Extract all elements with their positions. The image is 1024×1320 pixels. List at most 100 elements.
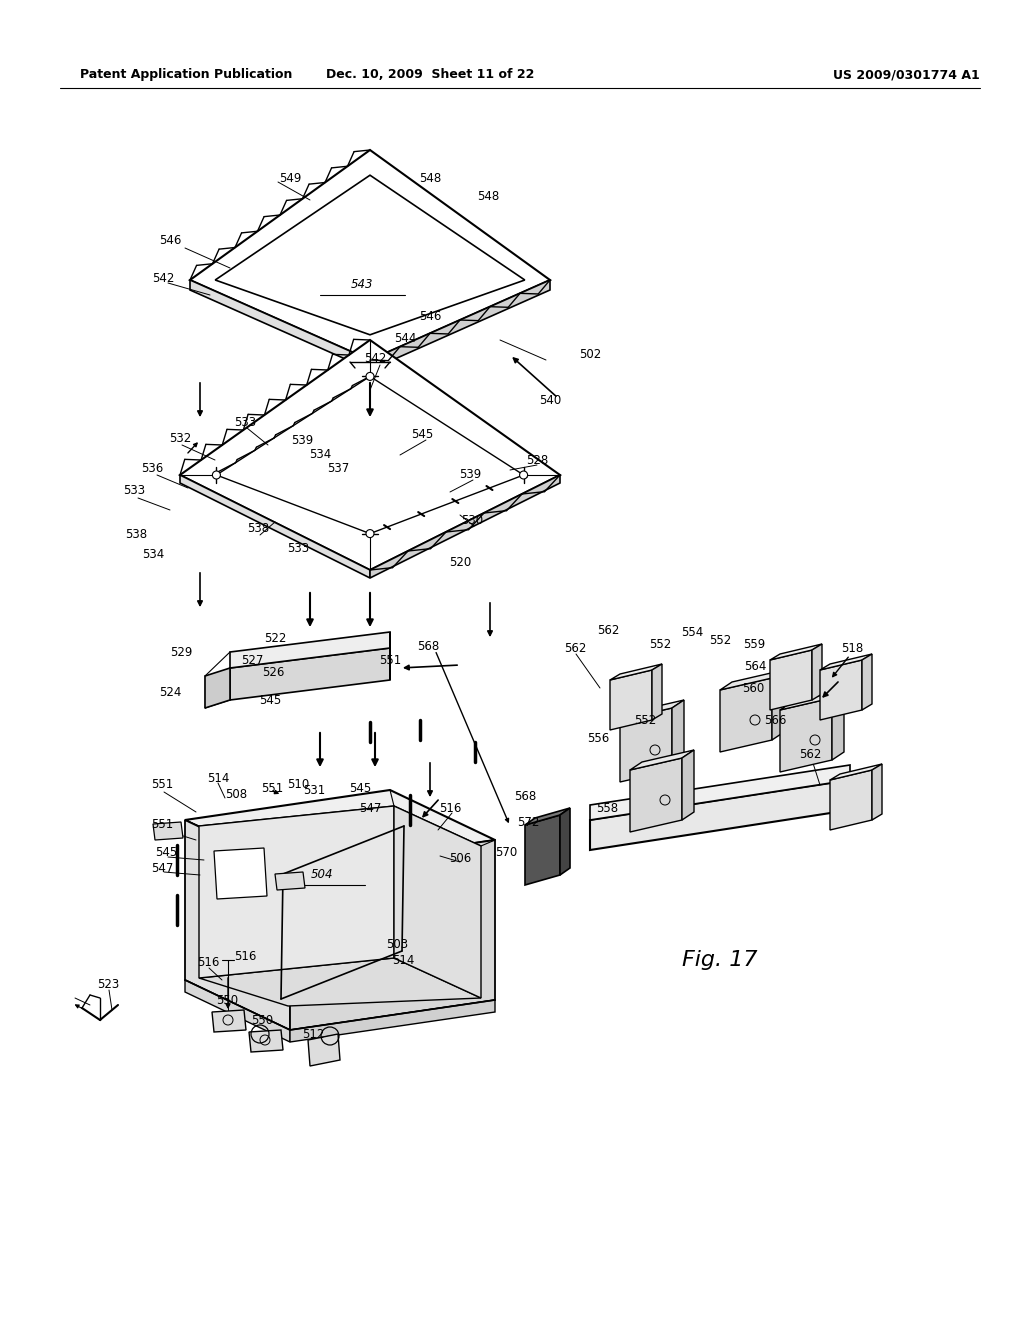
Polygon shape [525,808,570,825]
Text: 538: 538 [247,521,269,535]
Text: 532: 532 [169,432,191,445]
Text: 564: 564 [743,660,766,673]
Polygon shape [212,1010,246,1032]
Text: 536: 536 [141,462,163,474]
Text: 545: 545 [155,846,177,858]
Text: 568: 568 [417,639,439,652]
Polygon shape [190,150,550,360]
Text: 562: 562 [799,748,821,762]
Text: 551: 551 [151,779,173,792]
Polygon shape [820,660,862,719]
Text: 572: 572 [517,816,540,829]
Polygon shape [872,764,882,820]
Polygon shape [290,840,495,1030]
Polygon shape [190,280,370,370]
Text: 547: 547 [151,862,173,874]
Text: 552: 552 [634,714,656,726]
Polygon shape [370,475,560,578]
Circle shape [519,471,527,479]
Polygon shape [560,808,570,875]
Polygon shape [199,958,481,1006]
Text: 533: 533 [123,483,145,496]
Text: 551: 551 [379,653,401,667]
Polygon shape [772,671,784,741]
Circle shape [366,529,374,537]
Polygon shape [275,873,305,890]
Polygon shape [630,750,694,770]
Text: 523: 523 [97,978,119,991]
Polygon shape [652,664,662,719]
Text: 539: 539 [459,469,481,482]
Text: 512: 512 [302,1028,325,1041]
Text: 533: 533 [233,417,256,429]
Polygon shape [831,690,844,760]
Polygon shape [820,653,872,671]
Text: 548: 548 [477,190,499,203]
Text: 559: 559 [742,639,765,652]
Circle shape [366,372,374,380]
Polygon shape [185,979,290,1041]
Circle shape [212,471,220,479]
Text: 508: 508 [225,788,247,801]
Text: 542: 542 [152,272,174,285]
Text: 546: 546 [159,234,181,247]
Text: 524: 524 [159,686,181,700]
Text: 570: 570 [495,846,517,859]
Text: 544: 544 [394,331,416,345]
Polygon shape [199,807,481,854]
Text: US 2009/0301774 A1: US 2009/0301774 A1 [834,69,980,81]
Text: 545: 545 [349,781,371,795]
Polygon shape [230,648,390,700]
Text: 516: 516 [197,956,219,969]
Text: 556: 556 [587,731,609,744]
Polygon shape [862,653,872,710]
Text: 545: 545 [259,693,282,706]
Polygon shape [185,820,290,1030]
Text: 510: 510 [287,779,309,792]
Text: 568: 568 [514,791,537,804]
Text: Fig. 17: Fig. 17 [682,950,758,970]
Polygon shape [185,789,495,870]
Polygon shape [214,847,267,899]
Text: 529: 529 [170,645,193,659]
Polygon shape [180,475,370,578]
Polygon shape [720,678,772,752]
Polygon shape [590,766,850,820]
Text: 537: 537 [327,462,349,474]
Polygon shape [525,814,560,884]
Polygon shape [610,664,662,680]
Polygon shape [830,770,872,830]
Text: Dec. 10, 2009  Sheet 11 of 22: Dec. 10, 2009 Sheet 11 of 22 [326,69,535,81]
Polygon shape [620,700,684,719]
Text: 534: 534 [309,449,331,462]
Text: 526: 526 [262,667,285,680]
Text: 527: 527 [241,653,263,667]
Polygon shape [308,1034,340,1067]
Polygon shape [230,632,390,668]
Text: 566: 566 [764,714,786,726]
Text: 551: 551 [261,781,283,795]
Polygon shape [205,668,230,708]
Text: 552: 552 [709,634,731,647]
Text: 543: 543 [351,279,374,292]
Text: 539: 539 [291,433,313,446]
Polygon shape [770,644,822,660]
Polygon shape [394,807,481,998]
Text: 522: 522 [264,631,286,644]
Text: 504: 504 [310,869,333,882]
Text: 550: 550 [251,1014,273,1027]
Polygon shape [630,758,682,832]
Polygon shape [290,1001,495,1041]
Polygon shape [830,764,882,780]
Text: 503: 503 [386,939,408,952]
Text: 514: 514 [207,771,229,784]
Text: 549: 549 [279,172,301,185]
Polygon shape [620,708,672,781]
Polygon shape [249,1030,283,1052]
Text: 551: 551 [151,818,173,832]
Text: 554: 554 [681,626,703,639]
Text: 548: 548 [419,172,441,185]
Text: 546: 546 [419,310,441,323]
Text: 552: 552 [649,639,671,652]
Polygon shape [780,690,844,710]
